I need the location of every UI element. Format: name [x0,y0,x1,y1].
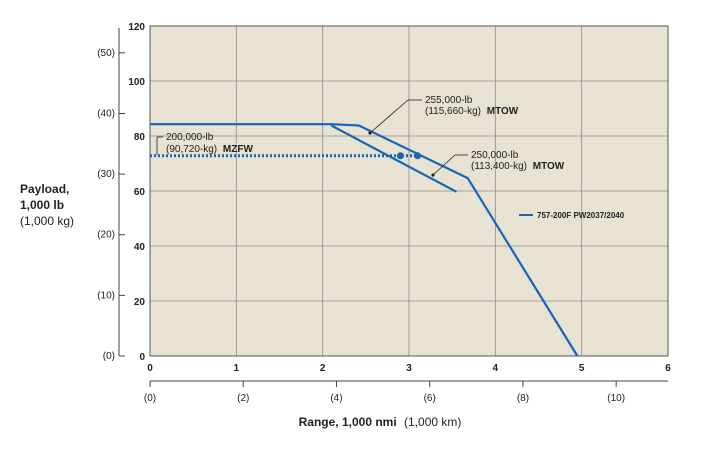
y-axis-title-line3: (1,000 kg) [20,214,74,228]
x-tick-label-0: 0 [147,363,153,374]
series-marker-0 [396,152,404,160]
x-tick-label-6: 6 [665,363,671,374]
annotation-mzfw-line2: (90,720-kg) MZFW [166,144,253,155]
x-tick-label-1: 1 [234,363,240,374]
annotation-250-line2: (113,400-kg) MTOW [471,161,565,172]
series-markers [396,152,422,160]
annotation-255-line2: (115,660-kg) MTOW [425,106,519,117]
x-km-tick-label-0: (0) [144,393,156,404]
y-kg-tick-label-2: (20) [97,230,115,241]
y-axis-title-line1: Payload, [20,182,69,196]
annotation-mzfw-type: MZFW [223,144,254,155]
annotation-250-line1: 250,000-lb [471,150,519,161]
y-tick-label-60: 60 [134,187,146,198]
axes: 0 20 40 60 80 100 120 (0) (10) (20) (30) (40) (50) 0 1… [97,22,671,404]
annotation-255-line1: 255,000-lb [425,95,473,106]
annotation-255-type: MTOW [487,106,519,117]
y-tick-label-40: 40 [134,242,146,253]
x-km-tick-label-2: (4) [330,393,342,404]
x-axis-title: Range, 1,000 nmi (1,000 km) [299,415,462,429]
x-axis-title-alt: (1,000 km) [404,415,461,429]
y-tick-label-120: 120 [128,22,145,33]
x-tick-label-5: 5 [579,363,585,374]
series-lines [150,123,579,357]
y-kg-tick-label-3: (30) [97,169,115,180]
x-tick-label-2: 2 [320,363,326,374]
y-tick-label-100: 100 [128,77,145,88]
series-marker-1 [414,152,422,160]
x-km-tick-label-3: (6) [424,393,436,404]
grid [149,25,669,357]
annotation-dot-250 [431,173,435,177]
x-km-tick-label-4: (8) [517,393,529,404]
series-line-0 [150,123,579,357]
y-kg-tick-label-4: (40) [97,108,115,119]
annotation-dot-255 [368,131,372,135]
x-axis-title-main: Range, 1,000 nmi [299,415,397,429]
x-km-tick-label-1: (2) [237,393,249,404]
plot-border [149,25,669,357]
y-axis-title-line2: 1,000 lb [20,198,64,212]
annotation-255-kg: (115,660-kg) [425,106,481,117]
y-tick-label-0: 0 [139,352,145,363]
annotation-mzfw-line1: 200,000-lb [166,132,214,143]
x-km-tick-label-5: (10) [607,393,625,404]
annotation-250-type: MTOW [533,161,565,172]
annotation-leader-255 [369,99,409,134]
x-tick-label-4: 4 [493,363,499,374]
y-kg-tick-label-5: (50) [97,48,115,59]
annotation-250-kg: (113,400-kg) [471,161,527,172]
x-tick-label-3: 3 [406,363,412,374]
annotation-mzfw-kg: (90,720-kg) [166,144,217,155]
series-line-1 [330,124,458,193]
y-tick-label-80: 80 [134,132,146,143]
y-kg-tick-label-1: (10) [97,290,115,301]
y-tick-label-20: 20 [134,297,146,308]
y-kg-tick-label-0: (0) [103,351,115,362]
annotation-leader-250 [432,154,456,176]
legend-label: 757-200F PW2037/2040 [537,211,625,220]
